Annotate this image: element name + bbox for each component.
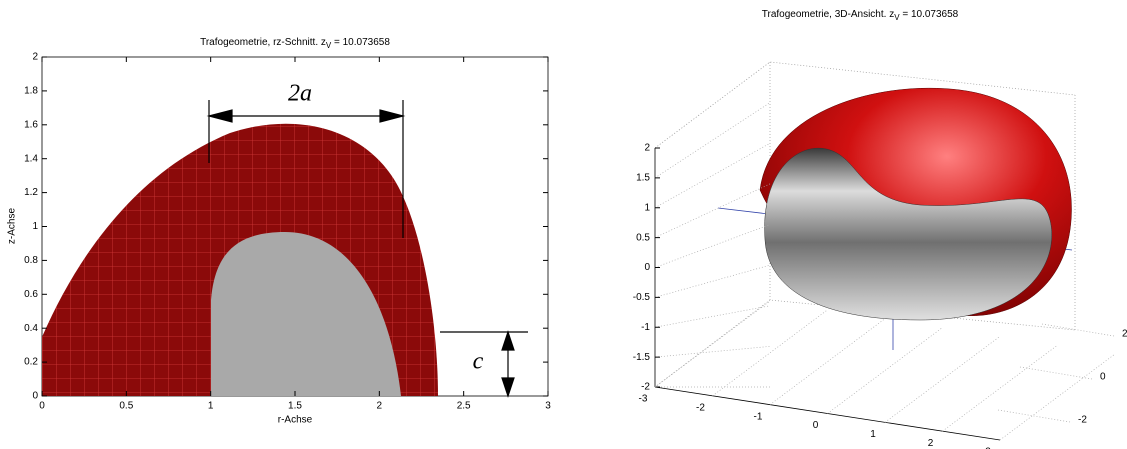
y-tick-label: 1.4 <box>24 153 38 164</box>
z-tick-label: 0 <box>644 262 650 273</box>
z-tick-label: 2 <box>644 143 650 154</box>
y-tick-label: 0.8 <box>24 255 38 266</box>
y-tick-label: 1 <box>32 221 38 232</box>
y-tick-label: -2 <box>1078 415 1087 426</box>
annotation: 2a <box>288 81 312 107</box>
y-tick-label: 0.6 <box>24 289 38 300</box>
grid-line <box>655 184 770 238</box>
title-suffix: = 10.073658 <box>900 9 959 20</box>
x-tick-label: -1 <box>754 411 763 422</box>
figure: Trafogeometrie, rz-Schnitt. zV = 10.0736… <box>0 0 1127 449</box>
grid-line <box>713 310 828 396</box>
chart-title: Trafogeometrie, 3D-Ansicht. zV = 10.0736… <box>762 9 959 22</box>
z-tick-label: -2 <box>641 382 650 393</box>
grid-line <box>655 301 770 387</box>
grid-line <box>655 62 770 148</box>
title-text: Trafogeometrie, 3D-Ansicht. z <box>762 9 894 20</box>
y-axis-label: z-Achse <box>7 208 18 245</box>
x-tick-label: 1 <box>870 429 876 440</box>
grid-line <box>828 328 943 414</box>
grid-line <box>655 346 770 357</box>
grid-line <box>655 225 770 268</box>
x-tick-label: 2 <box>377 401 383 412</box>
z-tick-label: 1.5 <box>636 173 650 184</box>
grid-line <box>770 319 885 405</box>
x-tick-label: 2.5 <box>457 401 471 412</box>
x-tick-label: 0.5 <box>119 401 133 412</box>
grid-line <box>1042 324 1114 336</box>
grid-line <box>1000 354 1115 440</box>
grid-line <box>655 265 770 297</box>
y-tick-label: 1.6 <box>24 119 38 130</box>
y-tick-label: 0 <box>32 391 38 402</box>
grid-line <box>655 306 770 328</box>
y-tick-label: 0 <box>1100 372 1106 383</box>
y-tick-label: 0.2 <box>24 357 38 368</box>
grid-line <box>885 336 1000 422</box>
grid-line <box>655 143 770 208</box>
title-text: Trafogeometrie, rz-Schnitt. z <box>200 37 326 48</box>
3d-plot: Trafogeometrie, 3D-Ansicht. zV = 10.0736… <box>633 9 1127 449</box>
title-suffix: = 10.073658 <box>331 37 390 48</box>
x-tick-label: 2 <box>928 438 934 449</box>
x-tick-label: -3 <box>639 394 648 405</box>
x-tick-label: 0 <box>39 401 45 412</box>
z-tick-label: -1 <box>641 322 650 333</box>
x-tick-label: -2 <box>696 402 705 413</box>
z-tick-label: -1.5 <box>633 352 651 363</box>
y-tick-label: 1.8 <box>24 86 38 97</box>
x-tick-label: 0 <box>813 420 819 431</box>
x-axis-label: r-Achse <box>278 415 313 426</box>
chart-title: Trafogeometrie, rz-Schnitt. zV = 10.0736… <box>200 37 390 50</box>
grid-line <box>943 345 1058 431</box>
annotation: c <box>473 349 484 375</box>
rz-plot: Trafogeometrie, rz-Schnitt. zV = 10.0736… <box>7 37 552 426</box>
z-tick-label: 1 <box>644 202 650 213</box>
z-tick-label: 0.5 <box>636 232 650 243</box>
y-tick-label: 2 <box>32 52 38 63</box>
y-tick-label: 0.4 <box>24 323 38 334</box>
x-tick-label: 1 <box>208 401 214 412</box>
grid-line <box>655 103 770 178</box>
y-tick-label: 1.2 <box>24 187 38 198</box>
y-tick-label: 2 <box>1122 329 1127 340</box>
grid-line <box>1020 367 1092 379</box>
grid-line <box>998 410 1070 422</box>
x-tick-label: 3 <box>545 401 551 412</box>
x-tick-label: 1.5 <box>288 401 302 412</box>
z-tick-label: -0.5 <box>633 292 651 303</box>
